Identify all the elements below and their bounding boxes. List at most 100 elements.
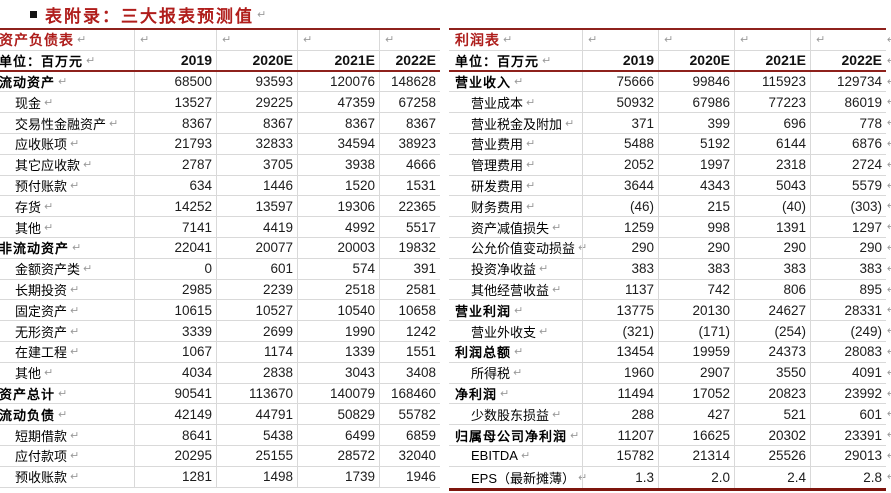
paragraph-mark-icon: ↵ [514,74,524,88]
cell-value: 148628 [379,71,440,92]
row-label: 其他 ↵ [0,217,134,237]
table-row: 存货 ↵ 14252 13597 19306 22365 [0,196,440,218]
cell-value: 5517 [379,217,440,237]
paragraph-mark-icon: ↵ [887,387,891,400]
paragraph-mark-icon: ↵ [70,137,80,151]
row-label-text: 营业利润 [455,303,512,319]
cell-value: 90541 [134,383,216,404]
row-label: 营业费用 ↵ [449,134,582,154]
cell-value: 2518 [297,279,379,300]
cell-value: (321) [582,321,658,341]
cell-value: 3339 [134,321,216,341]
empty-cell: ↵ [379,30,440,50]
paragraph-mark-icon: ↵ [83,262,93,276]
row-label: 存货 ↵ [0,196,134,216]
table-row: 营业外收支↵(321)(171)(254)(249)↵ [449,321,891,342]
cell-value: 86019↵ [810,92,891,113]
paragraph-mark-icon: ↵ [385,33,395,47]
cell-value: 1520 [297,175,379,196]
table-row: 流动资产 ↵ 68500 93593 120076 148628 [0,71,440,93]
cell-value: 2052 [582,154,658,175]
cell-value: 2581 [379,279,440,300]
row-label-text: 净利润 [455,386,498,402]
paragraph-mark-icon: ↵ [72,241,82,255]
paragraph-mark-icon: ↵ [664,33,674,47]
cell-value: 383↵ [810,258,891,279]
table-row: 无形资产 ↵ 3339 2699 1990 1242 [0,321,440,342]
paragraph-mark-icon: ↵ [500,386,510,400]
cell-value: 2787 [134,154,216,175]
row-label-text: 固定资产 [15,303,68,319]
cell-value: 742 [658,279,734,300]
row-label-text: 其它应收款 [15,158,81,174]
cell-value: 290 [658,237,734,258]
empty-cell: ↵↵ [810,30,891,50]
paragraph-mark-icon: ↵ [58,74,68,88]
row-label-text: 营业成本 [471,95,524,111]
paragraph-mark-icon: ↵ [565,116,575,130]
cell-value: 895↵ [810,279,891,300]
cell-value: 8367 [297,113,379,133]
cell-value: 5043 [734,175,810,196]
paragraph-mark-icon: ↵ [70,303,80,317]
row-label-text: 营业税金及附加 [471,116,563,132]
row-label: 现金 ↵ [0,92,134,112]
cell-value: 1174 [216,341,297,362]
cell-value: 23992↵ [810,383,891,404]
row-label-text: 其他经营收益 [471,282,550,298]
cell-value: 10615 [134,300,216,321]
cell-value: 3043 [297,362,379,383]
cell-value: 6144 [734,133,810,154]
row-label-text: 交易性金融资产 [15,116,107,132]
cell-value: 19306 [297,196,379,217]
cell-value: 2318 [734,154,810,175]
cell-value: 8367 [379,113,440,133]
cell-value: 168460 [379,383,440,404]
cell-value: 1391 [734,217,810,237]
paragraph-mark-icon: ↵ [83,158,93,172]
row-label: 营业利润 ↵ [449,300,582,320]
cell-value: 20823 [734,383,810,404]
cell-value: 10527 [216,300,297,321]
cell-value: 383 [658,258,734,279]
paragraph-mark-icon: ↵ [887,428,891,441]
row-label-text: 现金 [15,95,42,111]
paragraph-mark-icon: ↵ [257,7,267,21]
cell-value: (254) [734,321,810,341]
cell-value: 67986 [658,92,734,113]
cell-value: 16625 [658,425,734,445]
cell-value: 1259 [582,217,658,237]
cell-value: (303)↵ [810,196,891,217]
column-header-2021E: 2021E [297,50,379,70]
paragraph-mark-icon: ↵ [552,407,562,421]
row-label-text: 应收账项 [15,137,68,153]
row-label: EPS（最新摊薄） ↵ [449,467,587,488]
row-label-text: 预付账款 [15,178,68,194]
paragraph-mark-icon: ↵ [513,366,523,380]
cell-value: 93593 [216,71,297,92]
empty-cell: ↵ [216,30,297,50]
paragraph-mark-icon: ↵ [887,116,891,129]
cell-value: 2239 [216,279,297,300]
row-label: 固定资产 ↵ [0,300,134,320]
cell-value: 14252 [134,196,216,217]
cell-value: 22365 [379,196,440,217]
column-header-2019: 2019 [582,50,658,70]
cell-value: 2699 [216,321,297,341]
income-statement-name-row: 利润表↵↵↵↵↵↵ [449,30,891,51]
row-label: 预收账款 ↵ [0,467,134,487]
row-label: 无形资产 ↵ [0,321,134,341]
row-label-text: 管理费用 [471,158,524,174]
cell-value: 129734↵ [810,71,891,92]
table-row: 在建工程 ↵ 1067 1174 1339 1551 [0,341,440,363]
cell-value: 21314 [658,445,734,466]
row-label: 公允价值变动损益 ↵ [449,238,587,258]
cell-value: 696 [734,113,810,133]
paragraph-mark-icon: ↵ [887,449,891,462]
cell-value: 8641 [134,425,216,445]
